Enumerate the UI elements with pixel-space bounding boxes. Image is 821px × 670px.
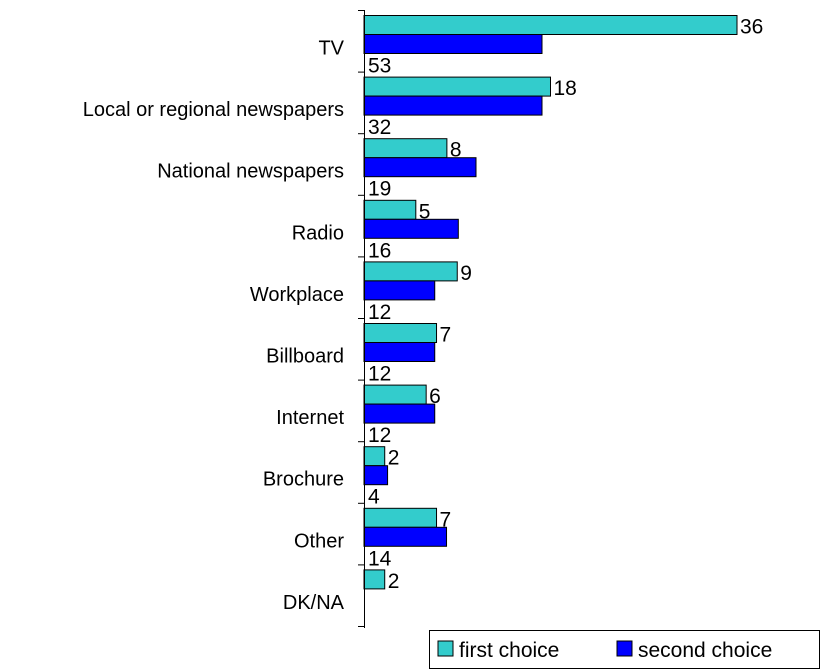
- legend: first choice second choice: [429, 630, 820, 669]
- bar-first-choice-national-newspapers: [363, 138, 448, 159]
- value-label-second-choice-local-or-regional-newspapers: 32: [368, 116, 391, 139]
- category-label-internet: Internet: [276, 407, 344, 429]
- category-label-dk-na: DK/NA: [283, 592, 345, 614]
- value-label-second-choice-national-newspapers: 19: [368, 178, 391, 201]
- legend-label-first-choice: first choice: [459, 639, 559, 662]
- value-label-second-choice-billboard: 12: [368, 363, 391, 386]
- labels-group: TV 36 53 Local or regional newspapers 18 32 Na…: [83, 16, 764, 614]
- value-label-first-choice-brochure: 2: [388, 447, 400, 470]
- category-label-brochure: Brochure: [263, 469, 344, 491]
- value-label-first-choice-national-newspapers: 8: [450, 139, 462, 162]
- bar-first-choice-billboard: [363, 323, 438, 343]
- value-label-first-choice-other: 7: [440, 508, 452, 531]
- value-label-second-choice-workplace: 12: [368, 301, 391, 324]
- value-label-first-choice-tv: 36: [740, 16, 763, 39]
- value-label-first-choice-billboard: 7: [440, 324, 452, 347]
- value-label-first-choice-dk-na: 2: [388, 570, 400, 593]
- category-label-tv: TV: [318, 38, 344, 60]
- bar-first-choice-brochure: [363, 446, 386, 467]
- category-label-other: Other: [294, 530, 344, 552]
- legend-swatch-second-choice: [616, 640, 633, 657]
- bar-second-choice-internet: [363, 403, 436, 424]
- value-label-first-choice-local-or-regional-newspapers: 18: [554, 77, 577, 100]
- bar-second-choice-workplace: [363, 280, 436, 301]
- bar-first-choice-dk-na: [363, 569, 386, 590]
- legend-label-second-choice: second choice: [638, 639, 772, 662]
- category-label-national-newspapers: National newspapers: [157, 161, 344, 183]
- bar-first-choice-internet: [363, 384, 427, 405]
- value-label-second-choice-internet: 12: [368, 424, 391, 447]
- bar-second-choice-radio: [363, 218, 459, 239]
- bar-second-choice-tv: [363, 34, 543, 54]
- bar-second-choice-local-or-regional-newspapers: [363, 95, 543, 116]
- bar-first-choice-other: [363, 507, 438, 528]
- value-label-second-choice-tv: 53: [368, 55, 391, 78]
- bar-second-choice-other: [363, 526, 448, 547]
- bar-second-choice-brochure: [363, 465, 389, 486]
- bar-first-choice-workplace: [363, 261, 458, 282]
- value-label-first-choice-workplace: 9: [460, 262, 472, 285]
- value-label-second-choice-radio: 16: [368, 239, 391, 262]
- category-label-billboard: Billboard: [266, 346, 344, 368]
- bar-first-choice-local-or-regional-newspapers: [363, 76, 551, 97]
- value-label-second-choice-brochure: 4: [368, 486, 380, 509]
- bars-group: [358, 10, 738, 627]
- bar-first-choice-tv: [363, 15, 738, 35]
- legend-swatch-first-choice: [437, 640, 454, 657]
- category-label-local-or-regional-newspapers: Local or regional newspapers: [83, 99, 344, 121]
- value-label-first-choice-internet: 6: [429, 385, 441, 408]
- bar-second-choice-billboard: [363, 342, 436, 362]
- bar-first-choice-radio: [363, 199, 417, 220]
- category-label-radio: Radio: [292, 222, 344, 244]
- value-label-first-choice-radio: 5: [419, 200, 431, 223]
- value-label-second-choice-other: 14: [368, 547, 392, 570]
- category-label-workplace: Workplace: [250, 284, 344, 306]
